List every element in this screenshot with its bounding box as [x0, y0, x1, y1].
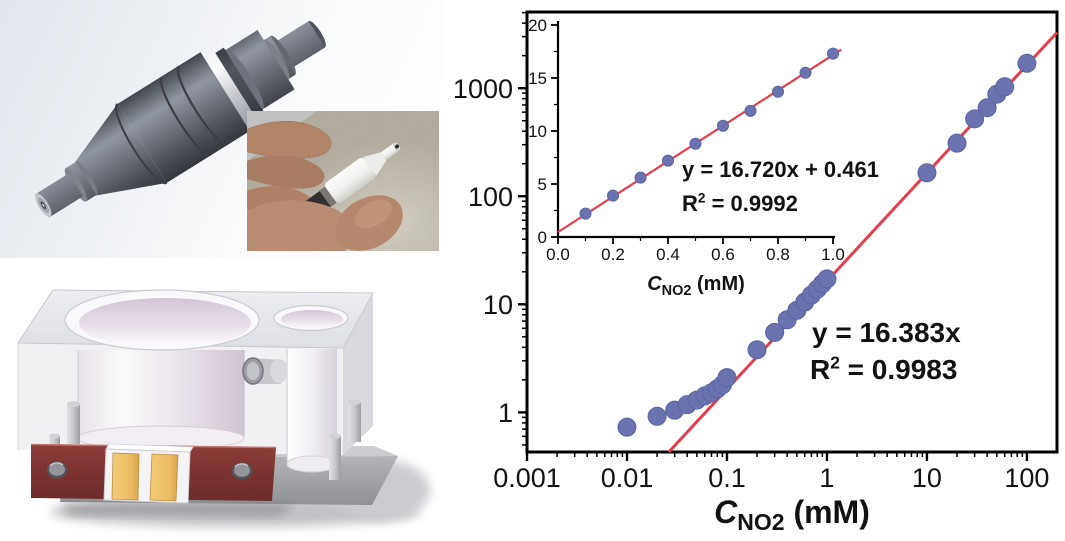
- main-annotation: R2 = 0.9983: [810, 352, 957, 385]
- inset-annotation: y = 16.720x + 0.461: [682, 157, 879, 182]
- data-point: [817, 269, 837, 289]
- x-tick-label: 0.2: [601, 245, 625, 264]
- data-point: [744, 104, 757, 117]
- x-tick-label: 0.8: [766, 245, 790, 264]
- x-tick-label: 0.0: [546, 245, 570, 264]
- data-point: [634, 171, 647, 184]
- y-tick-label: 0: [538, 228, 547, 247]
- top-hole-large: [64, 289, 260, 351]
- sensor-photo: [247, 111, 439, 251]
- data-point: [917, 163, 937, 183]
- data-point: [717, 119, 729, 132]
- inset-plot: 0.0 0.2 0.4 0.6 0.8 1.0 0 5 10 15 20 CNO2 (mM) y = 1…: [528, 16, 879, 299]
- fingertip: [335, 195, 403, 251]
- sensor-silver-ring: [201, 50, 258, 128]
- data-point: [607, 189, 619, 202]
- y-tick-label: 10: [528, 122, 547, 141]
- main-annotation: y = 16.383x: [812, 317, 961, 348]
- y-tick-label: 10: [483, 290, 513, 320]
- side-port: [242, 357, 288, 385]
- x-tick-label: 0.01: [601, 463, 654, 493]
- gold-electrode-right: [149, 453, 179, 502]
- top-hole-small: [273, 304, 349, 332]
- data-point: [965, 109, 985, 129]
- inset-x-axis-label: CNO2 (mM): [647, 273, 745, 299]
- inset-annotation: R2 = 0.9992: [682, 191, 798, 216]
- thumb: [247, 200, 354, 251]
- data-point: [995, 77, 1015, 97]
- x-tick-label: 10: [912, 463, 942, 493]
- hand: [247, 121, 332, 218]
- sensor-cad-panel: [0, 0, 443, 258]
- y-tick-label: 20: [528, 16, 547, 35]
- screw-left: [46, 461, 68, 479]
- y-tick-label: 1000: [453, 74, 513, 104]
- data-point: [717, 368, 737, 388]
- y-tick-label: 100: [468, 182, 513, 212]
- x-tick-label: 0.1: [708, 463, 746, 493]
- y-tick-label: 5: [538, 175, 547, 194]
- probe-nozzle-hole: [394, 144, 400, 149]
- electrode-board: [30, 443, 292, 516]
- y-tick-label: 15: [528, 69, 547, 88]
- data-point: [579, 207, 592, 220]
- x-tick-label: 0.001: [493, 463, 561, 493]
- gold-electrode-left: [111, 452, 140, 501]
- sensor-main-body: [117, 52, 250, 183]
- data-point: [662, 154, 674, 167]
- sensor-body: [34, 20, 326, 218]
- electrode-module: [103, 443, 194, 504]
- y-tick-label: 1: [498, 398, 513, 428]
- data-point: [647, 406, 667, 426]
- sensor-photo-inset: [247, 111, 439, 251]
- flow-cell-cad-drawing: [17, 289, 430, 527]
- data-point: [947, 133, 967, 153]
- sensor-dark-ring: [215, 47, 264, 118]
- x-tick-label: 0.6: [711, 245, 735, 264]
- inset-data-points: [579, 47, 839, 220]
- data-point: [617, 417, 637, 437]
- sensor-cone: [75, 104, 167, 196]
- sensor-cad-drawing: [34, 20, 326, 218]
- data-point: [765, 322, 785, 342]
- flow-cell-cad-panel: [0, 258, 443, 541]
- data-point: [772, 85, 784, 98]
- sensor-tip-cap: [35, 193, 52, 217]
- screw-right: [231, 462, 253, 480]
- data-point: [977, 98, 997, 118]
- main-data-points: [617, 53, 1037, 437]
- probe-cone: [362, 152, 387, 176]
- inner-bore-small: [286, 349, 338, 473]
- x-tick-label: 100: [1004, 463, 1049, 493]
- data-point: [747, 340, 767, 360]
- inner-bore-large: [77, 350, 245, 451]
- main-frame: [525, 10, 1059, 454]
- probe-body: [324, 157, 376, 204]
- data-point: [1017, 53, 1037, 73]
- sensor-mid-cylinder: [225, 30, 295, 110]
- x-tick-label: 1.0: [821, 245, 845, 264]
- data-point: [827, 47, 839, 60]
- x-tick-label: 1: [819, 463, 834, 493]
- x-tick-label: 0.4: [656, 245, 680, 264]
- main-x-axis-label: CNO2 (mM): [714, 494, 870, 535]
- data-point: [689, 137, 702, 150]
- data-point: [799, 66, 812, 79]
